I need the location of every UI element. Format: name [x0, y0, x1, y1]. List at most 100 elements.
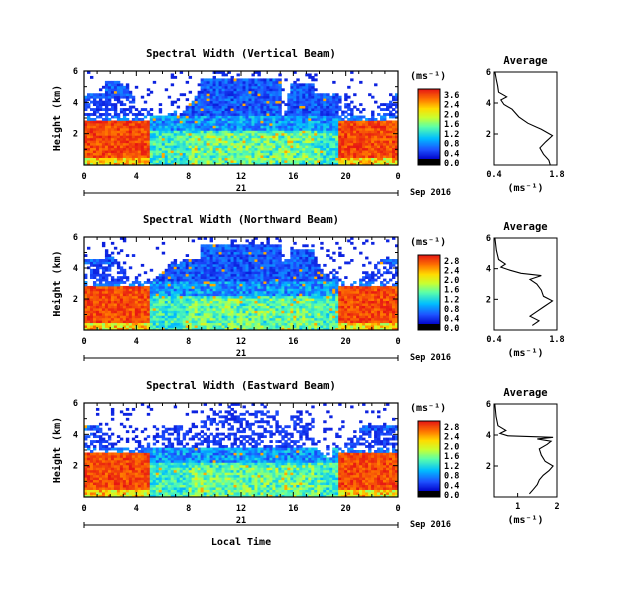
x-tick-label: 20	[341, 337, 351, 347]
profile-y-tick-label: 2	[486, 462, 491, 472]
x-tick-label: 12	[236, 337, 246, 347]
date-label: Sep 2016	[410, 520, 451, 530]
y-tick-label: 4	[73, 430, 78, 440]
profile-y-tick-label: 6	[486, 68, 491, 78]
y-tick-label: 6	[73, 399, 78, 409]
y-tick-label: 6	[73, 67, 78, 77]
y-tick-label: 2	[73, 462, 78, 472]
colorbar-frame	[417, 88, 441, 166]
colorbar-tick-label: 0.8	[444, 472, 459, 482]
date-label: Sep 2016	[410, 353, 451, 363]
profile-y-tick-label: 6	[486, 400, 491, 410]
x-tick-label: 0	[395, 337, 400, 347]
colorbar-tick-label: 0.4	[444, 481, 459, 491]
x-tick-label: 8	[186, 504, 191, 514]
x-tick-label: 0	[81, 172, 86, 182]
x-tick-label: 4	[134, 172, 139, 182]
colorbar-unit: (ms⁻¹)	[410, 237, 446, 248]
colorbar-tick-label: 2.0	[444, 276, 459, 286]
average-profile: Average 6 4 2 0.4 1.8 (ms⁻¹)	[486, 221, 565, 359]
profile-x-tick-label: 0.4	[486, 335, 501, 345]
colorbar-frame	[417, 254, 441, 331]
day-label: 21	[236, 349, 246, 359]
profile-title: Average	[503, 221, 547, 233]
profile-x-tick-label: 1	[515, 502, 520, 512]
x-tick-label: 4	[134, 504, 139, 514]
panel-title: Spectral Width (Northward Beam)	[143, 214, 339, 226]
profile-y-tick-label: 4	[486, 99, 491, 109]
colorbar-unit: (ms⁻¹)	[410, 403, 446, 414]
colorbar-tick-label: 0.4	[444, 149, 459, 159]
profile-x-tick-label: 0.4	[486, 170, 501, 180]
colorbar-tick-label: 1.2	[444, 462, 459, 472]
profile-frame	[493, 237, 558, 331]
profile-x-tick-label: 2	[554, 502, 559, 512]
colorbar-tick-label: 2.4	[444, 267, 459, 277]
average-profile: Average 6 4 2 0.4 1.8 (ms⁻¹)	[486, 55, 565, 194]
x-tick-label: 12	[236, 172, 246, 182]
profile-y-tick-label: 4	[486, 431, 491, 441]
x-tick-label: 12	[236, 504, 246, 514]
colorbar-tick-label: 2.4	[444, 101, 459, 111]
profile-x-label: (ms⁻¹)	[507, 348, 543, 359]
colorbar-tick-label: 1.2	[444, 130, 459, 140]
x-tick-label: 20	[341, 172, 351, 182]
average-profile: Average 6 4 2 1 2 (ms⁻¹)	[486, 387, 560, 526]
colorbar-tick-label: 1.6	[444, 120, 459, 130]
profile-title: Average	[503, 55, 547, 67]
colorbar-tick-label: 0.0	[444, 491, 459, 501]
panel-2: Spectral Width (Northward Beam) 6 4 2 Height…	[51, 214, 565, 363]
day-label: 21	[236, 184, 246, 194]
panel-1: Spectral Width (Vertical Beam) 6 4 2 Height …	[51, 48, 565, 198]
y-axis-label: Height (km)	[51, 417, 63, 483]
colorbar-tick-label: 0.4	[444, 314, 459, 324]
profile-y-tick-label: 2	[486, 130, 491, 140]
profile-x-tick-label: 1.8	[549, 170, 564, 180]
profile-y-tick-label: 2	[486, 295, 491, 305]
heatmap-cells	[84, 403, 399, 498]
x-tick-label: 16	[288, 172, 298, 182]
panel-3: Spectral Width (Eastward Beam) 6 4 2 Height …	[51, 380, 560, 548]
panel-title: Spectral Width (Eastward Beam)	[146, 380, 336, 392]
y-tick-label: 2	[73, 295, 78, 305]
colorbar-tick-label: 2.8	[444, 423, 459, 433]
y-axis-label: Height (km)	[51, 85, 63, 151]
x-tick-label: 0	[81, 337, 86, 347]
day-label: 21	[236, 516, 246, 526]
colorbar-frame	[417, 420, 441, 498]
colorbar-tick-label: 1.2	[444, 295, 459, 305]
profile-y-tick-label: 6	[486, 234, 491, 244]
profile-line	[494, 403, 554, 495]
x-tick-label: 8	[186, 172, 191, 182]
y-tick-label: 6	[73, 233, 78, 243]
x-tick-label: 8	[186, 337, 191, 347]
colorbar-tick-label: 0.8	[444, 140, 459, 150]
heatmap-cells	[84, 237, 399, 331]
colorbar-tick-label: 1.6	[444, 286, 459, 296]
x-tick-label: 0	[81, 504, 86, 514]
profile-y-tick-label: 4	[486, 265, 491, 275]
y-axis-label: Height (km)	[51, 250, 63, 316]
x-tick-label: 16	[288, 337, 298, 347]
x-tick-label: 20	[341, 504, 351, 514]
colorbar: (ms⁻¹) 3.62.42.01.61.20.80.40.0	[410, 71, 459, 169]
profile-title: Average	[503, 387, 547, 399]
profile-x-tick-label: 1.8	[549, 335, 564, 345]
colorbar-tick-label: 2.0	[444, 110, 459, 120]
x-tick-label: 16	[288, 504, 298, 514]
profile-line	[494, 237, 554, 326]
date-label: Sep 2016	[410, 188, 451, 198]
x-tick-label: 0	[395, 504, 400, 514]
profile-x-label: (ms⁻¹)	[507, 183, 543, 194]
profile-line	[494, 71, 554, 166]
colorbar-tick-label: 3.6	[444, 91, 459, 101]
y-tick-label: 4	[73, 98, 78, 108]
x-axis-label: Local Time	[211, 536, 271, 548]
y-tick-label: 2	[73, 130, 78, 140]
heatmap-cells	[84, 71, 399, 166]
colorbar-unit: (ms⁻¹)	[410, 71, 446, 82]
x-tick-label: 4	[134, 337, 139, 347]
x-tick-label: 0	[395, 172, 400, 182]
colorbar-tick-label: 0.0	[444, 159, 459, 169]
colorbar: (ms⁻¹) 2.82.42.01.61.20.80.40.0	[410, 403, 459, 501]
